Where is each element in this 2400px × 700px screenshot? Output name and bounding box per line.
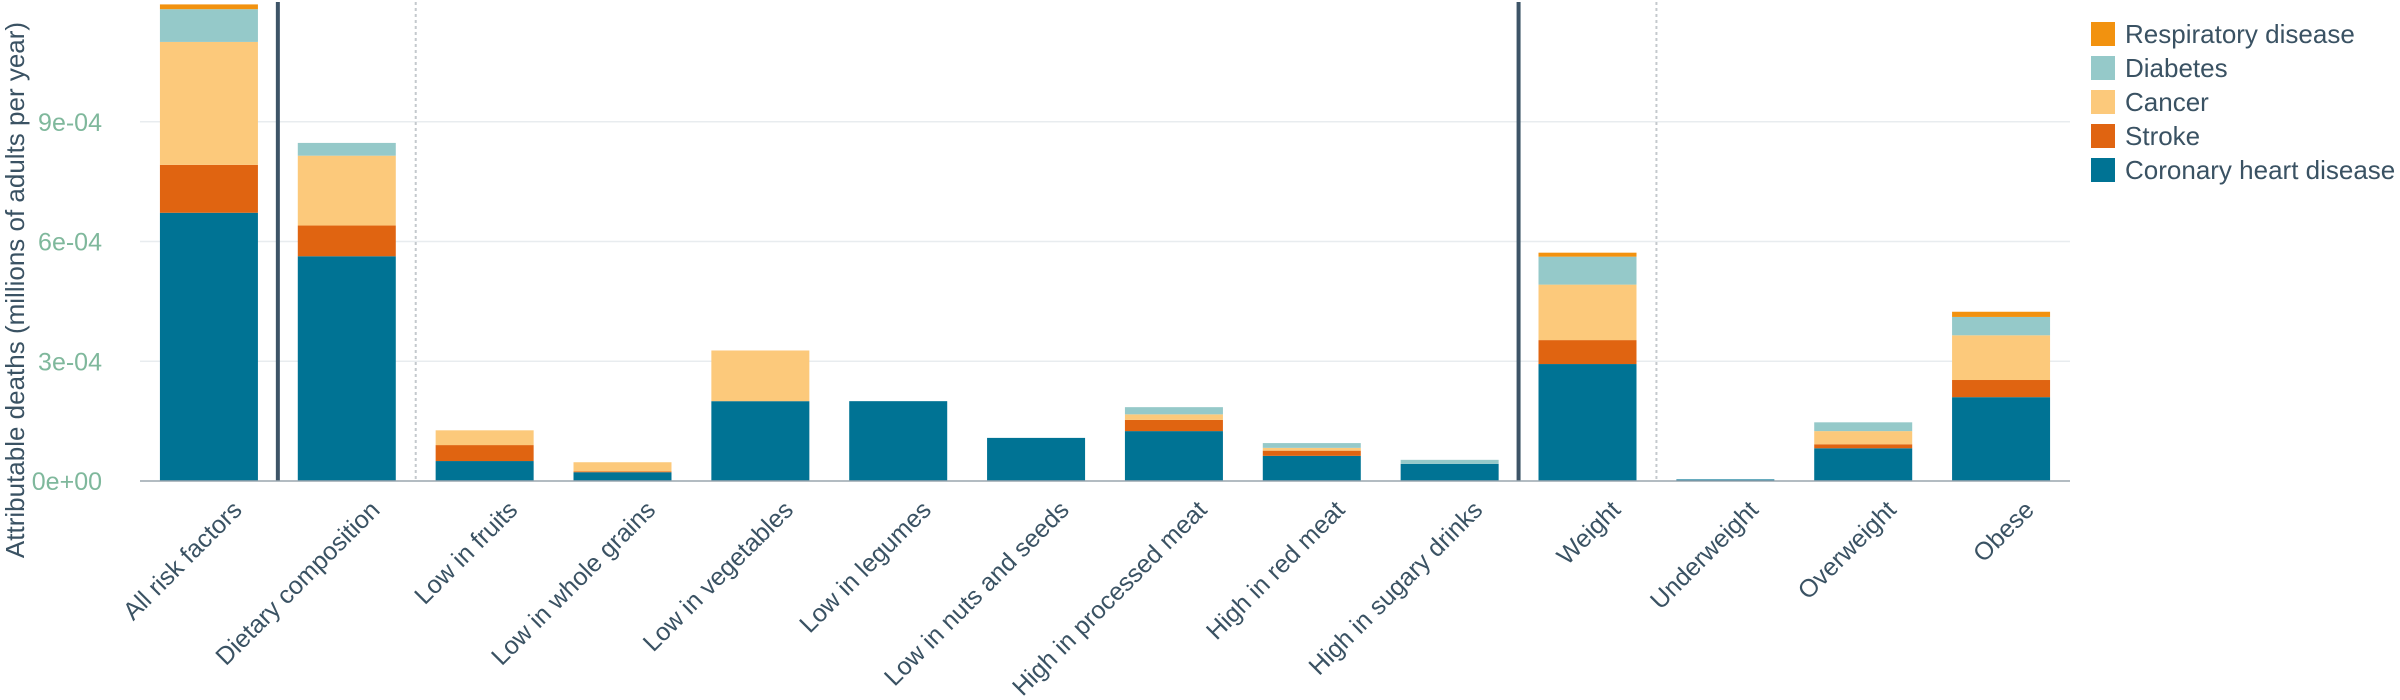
bar-segment-stroke[interactable] [1814, 444, 1913, 449]
bar-segment-diabetes[interactable] [1538, 256, 1637, 285]
group-separators [275, 2, 1658, 481]
legend-swatch [2091, 158, 2115, 182]
bar-segment-coronary-heart-disease[interactable] [297, 256, 396, 481]
x-tick-label: Underweight [1645, 496, 1764, 615]
bar-segment-coronary-heart-disease[interactable] [1952, 397, 2051, 481]
bar-segment-cancer[interactable] [435, 430, 534, 446]
legend-swatch [2091, 56, 2115, 80]
legend-item-diabetes[interactable]: Diabetes [2091, 53, 2228, 83]
bar-segment-coronary-heart-disease[interactable] [435, 461, 534, 481]
legend-label: Stroke [2125, 121, 2200, 151]
bar-segment-stroke[interactable] [1538, 340, 1637, 365]
bar-segment-diabetes[interactable] [1262, 443, 1361, 448]
bar-segment-diabetes[interactable] [1952, 316, 2051, 336]
bar-segment-coronary-heart-disease[interactable] [1124, 431, 1223, 481]
bar-segment-coronary-heart-disease[interactable] [1262, 455, 1361, 481]
legend-label: Diabetes [2125, 53, 2228, 83]
bar-segment-cancer[interactable] [573, 462, 672, 472]
bar-segment-diabetes[interactable] [159, 9, 258, 42]
bar-segment-coronary-heart-disease[interactable] [1538, 364, 1637, 481]
bar-segment-cancer[interactable] [1124, 414, 1223, 420]
legend-swatch [2091, 22, 2115, 46]
bar-segment-cancer[interactable] [159, 41, 258, 165]
bar-segment-cancer[interactable] [1952, 335, 2051, 381]
legend-swatch [2091, 124, 2115, 148]
x-tick-label: Low in fruits [409, 496, 523, 610]
legend-label: Coronary heart disease [2125, 155, 2395, 185]
bar-segment-stroke[interactable] [1952, 380, 2051, 398]
legend-item-cancer[interactable]: Cancer [2091, 87, 2209, 117]
x-tick-label: Weight [1552, 496, 1627, 571]
legend-swatch [2091, 90, 2115, 114]
bars [159, 4, 2051, 481]
bar-segment-cancer[interactable] [1538, 284, 1637, 341]
legend-label: Respiratory disease [2125, 19, 2355, 49]
bar-segment-coronary-heart-disease[interactable] [849, 401, 948, 481]
y-tick-label: 9e-04 [38, 109, 102, 137]
bar-segment-stroke[interactable] [573, 471, 672, 473]
bar-segment-stroke[interactable] [1262, 450, 1361, 456]
bar-segment-cancer[interactable] [297, 155, 396, 226]
bar-segment-diabetes[interactable] [297, 142, 396, 156]
bar-segment-respiratory-disease[interactable] [1538, 252, 1637, 257]
bar-segment-stroke[interactable] [297, 225, 396, 257]
x-tick-label: Low in vegetables [638, 496, 799, 657]
bar-segment-cancer[interactable] [711, 350, 810, 402]
bar-segment-respiratory-disease[interactable] [1952, 311, 2051, 317]
bar-segment-coronary-heart-disease[interactable] [1676, 479, 1775, 481]
y-tick-label: 6e-04 [38, 229, 102, 257]
bar-segment-coronary-heart-disease[interactable] [1814, 448, 1913, 481]
grid [140, 121, 2070, 363]
bar-segment-diabetes[interactable] [1124, 407, 1223, 415]
bar-segment-diabetes[interactable] [1400, 459, 1499, 464]
legend-item-coronary-heart-disease[interactable]: Coronary heart disease [2091, 155, 2395, 185]
legend-item-stroke[interactable]: Stroke [2091, 121, 2200, 151]
bar-segment-respiratory-disease[interactable] [159, 4, 258, 10]
y-tick-label: 0e+00 [32, 468, 102, 496]
legend[interactable]: Respiratory disease Diabetes Cancer Stroke C… [2091, 19, 2395, 185]
bar-segment-diabetes[interactable] [1814, 422, 1913, 432]
x-tick-label: Obese [1968, 496, 2040, 568]
bar-segment-cancer[interactable] [1814, 431, 1913, 445]
bar-segment-coronary-heart-disease[interactable] [711, 401, 810, 481]
x-tick-label: All risk factors [118, 496, 248, 626]
x-tick-label: Overweight [1793, 496, 1902, 605]
legend-label: Cancer [2125, 87, 2209, 117]
bar-segment-coronary-heart-disease[interactable] [573, 472, 672, 481]
bar-segment-stroke[interactable] [1124, 419, 1223, 432]
y-axis-title: Attributable deaths (millions of adults … [0, 22, 30, 558]
bar-segment-stroke[interactable] [159, 164, 258, 213]
bar-segment-coronary-heart-disease[interactable] [987, 437, 1086, 481]
bar-segment-cancer[interactable] [1262, 447, 1361, 451]
bar-segment-stroke[interactable] [435, 445, 534, 462]
legend-item-respiratory-disease[interactable]: Respiratory disease [2091, 19, 2355, 49]
bar-segment-coronary-heart-disease[interactable] [159, 212, 258, 481]
bar-segment-coronary-heart-disease[interactable] [1400, 463, 1499, 481]
x-tick-label: Low in legumes [794, 496, 937, 639]
y-tick-label: 3e-04 [38, 348, 102, 376]
x-tick-label: High in red meat [1201, 496, 1351, 646]
